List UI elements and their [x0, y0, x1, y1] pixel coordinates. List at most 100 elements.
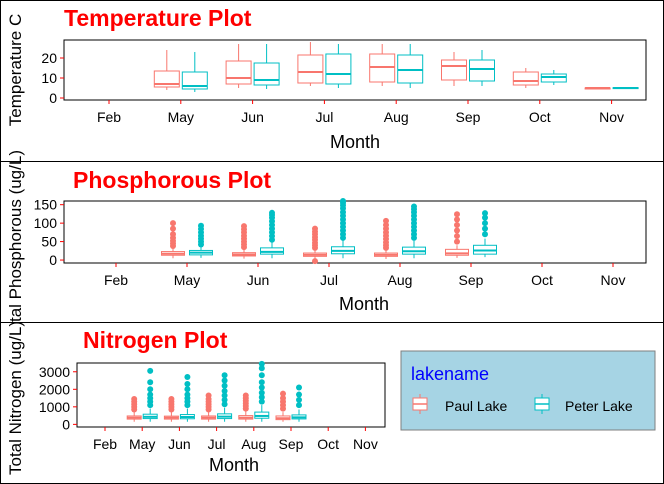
x-tick-label: Nov — [601, 272, 626, 288]
phosphorous-marks: 0 50 100 150 Feb May Jun Jul Aug Sep Oct Nov — [34, 197, 626, 288]
legend-key-paul-lake-icon — [412, 394, 428, 414]
legend-box — [400, 350, 656, 431]
box — [181, 71, 208, 90]
box — [297, 54, 324, 84]
y-tick-label: 150 — [34, 197, 58, 213]
x-tick-label: Aug — [388, 272, 413, 288]
plot-area — [63, 39, 647, 101]
phosphorous-title: Phosphorous Plot — [73, 167, 271, 193]
phosphorous-y-label: Total Phosphorous (ug/L) — [6, 150, 25, 340]
outlier-point — [482, 231, 488, 238]
outlier-point — [454, 221, 460, 228]
boxplot-peter-sep — [291, 384, 307, 422]
outlier-point — [170, 225, 176, 232]
outlier-point — [221, 392, 228, 399]
x-tick-label: Jul — [315, 109, 333, 125]
boxplot-peter-jul — [217, 372, 233, 422]
x-tick-label: Jul — [320, 272, 338, 288]
x-tick-label: Jun — [241, 109, 264, 125]
boxplot-peter-jun — [253, 44, 280, 89]
nitrogen-y-label: Total Nitrogen (ug/L) — [6, 321, 25, 475]
boxplot-paul-aug — [238, 392, 254, 422]
outlier-point — [296, 402, 302, 409]
box — [225, 60, 252, 85]
box — [445, 248, 469, 256]
outlier-point — [269, 209, 275, 216]
outlier-point — [221, 396, 228, 403]
x-tick-label: Feb — [104, 272, 128, 288]
outlier-point — [184, 386, 191, 393]
boxplot-paul-sep — [275, 390, 291, 422]
x-tick-label: Feb — [93, 436, 117, 452]
outlier-point — [221, 401, 228, 408]
outlier-point — [147, 367, 154, 374]
outlier-point — [147, 391, 154, 398]
x-tick-label: Aug — [241, 436, 266, 452]
nitrogen-x-label: Month — [209, 455, 259, 475]
boxplot-peter-jul — [331, 198, 355, 259]
boxplot-paul-aug — [374, 217, 398, 259]
outlier-point — [184, 374, 191, 381]
boxplot-peter-jul — [325, 44, 352, 88]
outlier-point — [280, 390, 286, 397]
outlier-point — [221, 372, 228, 379]
boxplot-paul-jul — [303, 225, 327, 265]
outlier-point — [184, 391, 191, 398]
outlier-point — [411, 203, 417, 210]
outlier-point — [147, 386, 154, 393]
x-tick-label: Nov — [353, 436, 378, 452]
x-tick-label: Aug — [384, 109, 409, 125]
temperature-title: Temperature Plot — [64, 5, 252, 31]
box — [469, 59, 495, 82]
outlier-point — [482, 210, 488, 217]
outlier-point — [170, 220, 176, 227]
phosphorous-panel: Phosphorous Plot 0 50 100 150 Feb May Jun Jul Au… — [0, 150, 664, 340]
x-tick-label: Feb — [97, 109, 121, 125]
outlier-point — [482, 225, 488, 232]
boxplot-paul-oct — [512, 68, 539, 88]
outlier-point — [258, 398, 265, 405]
boxplot-paul-jun — [163, 395, 179, 422]
x-tick-label: Jun — [247, 272, 270, 288]
y-tick-label: 20 — [41, 50, 57, 66]
boxplot-paul-may — [161, 220, 185, 259]
boxplot-peter-jun — [179, 374, 195, 422]
y-tick-label: 0 — [49, 252, 57, 268]
boxplot-peter-aug — [402, 203, 426, 259]
boxplot-peter-sep — [469, 50, 495, 86]
outlier-point — [170, 231, 176, 238]
outlier-point — [198, 222, 204, 229]
temperature-marks: 0 10 20 Feb May Jun Jul Aug Sep Oct Nov — [41, 42, 639, 125]
outlier-point — [241, 223, 247, 230]
boxplot-paul-jul — [297, 42, 324, 86]
x-tick-label: Oct — [531, 272, 553, 288]
outlier-point — [258, 384, 265, 391]
phosphorous-x-label: Month — [339, 294, 389, 314]
outlier-point — [242, 392, 249, 399]
outlier-point — [221, 382, 228, 389]
x-tick-label: Sep — [279, 436, 304, 452]
boxplot-paul-nov — [584, 87, 611, 90]
legend-key-peter-lake-icon — [534, 394, 550, 414]
outlier-point — [454, 211, 460, 218]
x-tick-label: May — [174, 272, 200, 288]
y-tick-label: 2000 — [39, 381, 70, 397]
outlier-point — [258, 394, 265, 401]
boxplot-peter-may — [142, 367, 158, 422]
boxplot-peter-aug — [397, 44, 424, 88]
boxplot-paul-jun — [232, 223, 256, 259]
box — [441, 59, 467, 81]
box — [325, 53, 352, 85]
outlier-point — [131, 395, 138, 402]
outlier-point — [454, 216, 460, 223]
boxplot-peter-oct — [540, 70, 567, 85]
outlier-point — [258, 389, 265, 396]
y-tick-label: 100 — [34, 215, 58, 231]
outlier-point — [221, 377, 228, 384]
y-tick-label: 1000 — [39, 399, 70, 415]
boxplot-paul-sep — [441, 52, 467, 86]
x-tick-label: Sep — [459, 272, 484, 288]
